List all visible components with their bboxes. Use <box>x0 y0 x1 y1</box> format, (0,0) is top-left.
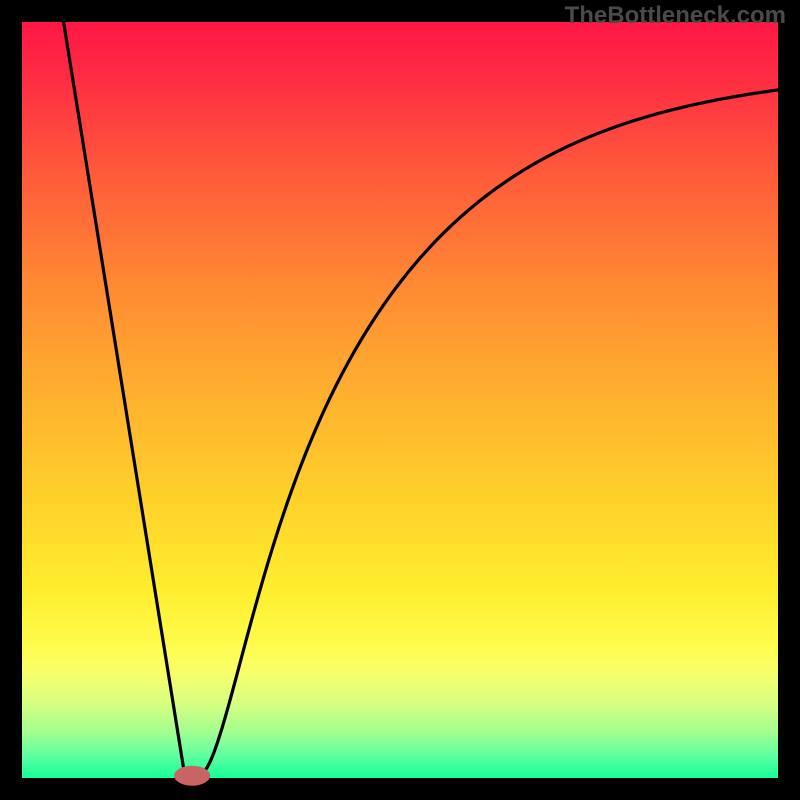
plot-area <box>22 22 778 778</box>
optimal-marker <box>174 766 210 786</box>
chart-container: TheBottleneck.com <box>0 0 800 800</box>
watermark-text: TheBottleneck.com <box>565 2 786 30</box>
bottleneck-chart <box>0 0 800 800</box>
